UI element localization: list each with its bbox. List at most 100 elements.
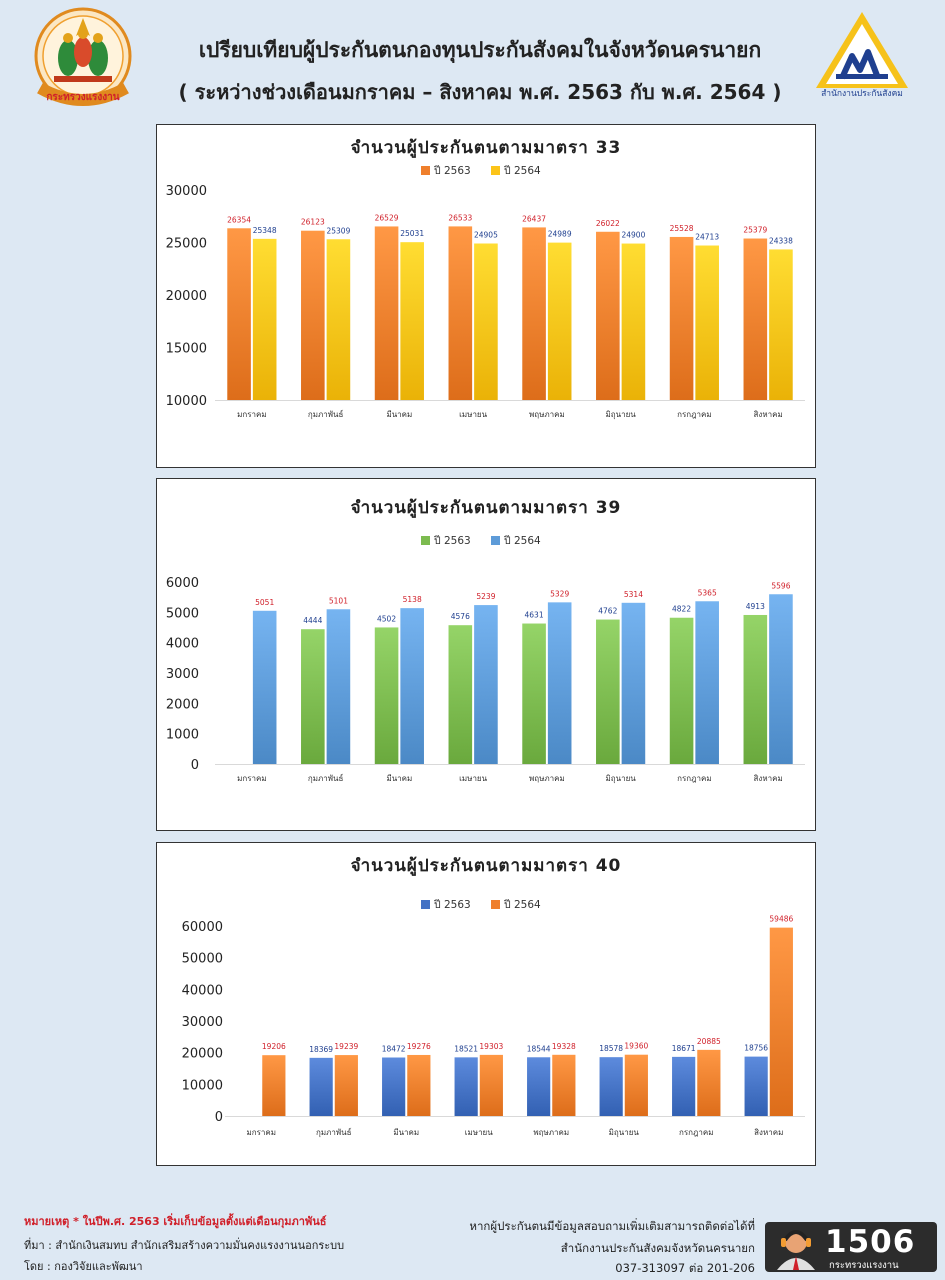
hotline-number: 1506 [825,1224,916,1260]
legend-label: ปี 2564 [504,534,541,547]
bar [621,602,646,764]
x-tick-label: กุมภาพันธ์ [308,409,344,419]
legend-label: ปี 2564 [504,898,541,911]
data-label: 25309 [326,226,350,235]
bar [743,614,768,764]
data-label: 25528 [670,224,694,233]
page-subtitle: ( ระหว่างช่วงเดือนมกราคม – สิงหาคม พ.ศ. … [178,80,782,104]
bar [454,1057,478,1116]
bar [474,605,498,764]
bar [479,1054,503,1116]
contact-line2: สำนักงานประกันสังคมจังหวัดนครนายก [560,1241,755,1255]
bar [527,1057,551,1116]
data-label: 19328 [552,1042,576,1051]
data-label: 18671 [672,1044,696,1053]
data-label: 5314 [624,590,643,599]
x-tick-label: กรกฎาคม [679,1128,713,1137]
legend-swatch [491,166,500,175]
bar [552,1054,576,1116]
bar [769,927,793,1116]
y-tick-label: 30000 [182,1015,223,1030]
bar [596,231,620,400]
y-tick-label: 4000 [166,637,199,652]
bar [334,1055,358,1116]
bar [309,1057,333,1116]
y-tick-label: 2000 [166,697,199,712]
chart-panel-section40: จำนวนผู้ประกันตนตามมาตรา 40 ปี 2563 ปี 256… [156,842,816,1166]
y-tick-label: 50000 [182,952,223,967]
page-title: เปรียบเทียบผู้ประกันตนกองทุนประกันสังคมใ… [198,38,762,62]
data-label: 24989 [548,230,572,239]
bar [769,249,793,400]
data-label: 26437 [522,214,546,223]
data-label: 5101 [329,596,348,605]
y-tick-label: 30000 [166,184,207,199]
ministry-logo-text: กระทรวงแรงงาน [46,92,120,103]
legend-label: ปี 2563 [434,898,471,911]
data-label: 4762 [598,607,617,616]
y-tick-label: 6000 [166,576,199,591]
legend-swatch [421,536,430,545]
data-label: 24900 [621,231,645,240]
data-label: 19360 [624,1042,648,1051]
data-label: 24905 [474,230,498,239]
x-tick-label: พฤษภาคม [529,410,565,419]
x-tick-label: มีนาคม [393,1128,419,1137]
data-label: 4444 [303,616,322,625]
page-header: กระทรวงแรงงาน เปรียบเทียบผู้ประกันตนกองท… [0,0,945,120]
x-tick-label: มีนาคม [386,774,412,783]
x-tick-label: พฤษภาคม [529,774,565,783]
footer-author: โดย : กองวิจัยและพัฒนา [24,1260,143,1273]
x-tick-label: สิงหาคม [754,1128,783,1137]
hotline-badge: 1506 กระทรวงแรงงาน [765,1222,937,1272]
bar [596,619,620,764]
x-tick-label: กุมภาพันธ์ [308,773,344,783]
y-tick-label: 10000 [182,1078,223,1093]
bar [522,227,546,400]
bar [669,236,694,400]
data-label: 24338 [769,236,793,245]
data-label: 5051 [255,598,274,607]
bar [448,625,473,764]
legend-label: ปี 2563 [434,534,471,547]
bar [672,1056,696,1116]
footer-source: ที่มา : สำนักเงินสมทบ สำนักเสริมสร้างควา… [24,1239,345,1252]
contact-line1: หากผู้ประกันตนมีข้อมูลสอบถามเพิ่มเติมสาม… [469,1219,755,1233]
bar [744,1056,768,1116]
data-label: 19276 [407,1042,431,1051]
legend-swatch [491,900,500,909]
y-tick-label: 0 [215,1110,223,1125]
hotline-subtitle: กระทรวงแรงงาน [829,1260,899,1271]
y-tick-label: 1000 [166,728,199,743]
y-tick-label: 3000 [166,667,199,682]
sso-logo-text: สำนักงานประกันสังคม [821,89,903,99]
bar [382,1057,406,1116]
bar [695,245,719,400]
x-tick-label: พฤษภาคม [533,1128,569,1137]
data-label: 18472 [382,1045,406,1054]
x-tick-label: มิถุนายน [606,774,637,783]
y-tick-label: 25000 [166,237,207,252]
bar [326,239,351,400]
bar [624,1054,648,1116]
legend-label: ปี 2563 [434,164,471,177]
legend-swatch [421,900,430,909]
bar [262,1055,286,1116]
y-tick-label: 40000 [182,983,223,998]
contact-phone: 037-313097 ต่อ 201-206 [615,1261,755,1275]
bar [547,242,572,400]
y-tick-label: 20000 [182,1047,223,1062]
data-label: 4913 [746,602,765,611]
data-label: 26354 [227,215,251,224]
y-tick-label: 60000 [182,920,223,935]
data-label: 18369 [309,1045,333,1054]
data-label: 18544 [527,1044,551,1053]
x-tick-label: กรกฎาคม [677,774,711,783]
data-label: 5596 [771,581,790,590]
bar [769,594,793,764]
bar [547,602,572,764]
x-tick-label: มกราคม [237,774,267,783]
data-label: 25031 [400,229,424,238]
data-label: 18521 [454,1044,478,1053]
bar [252,238,277,400]
